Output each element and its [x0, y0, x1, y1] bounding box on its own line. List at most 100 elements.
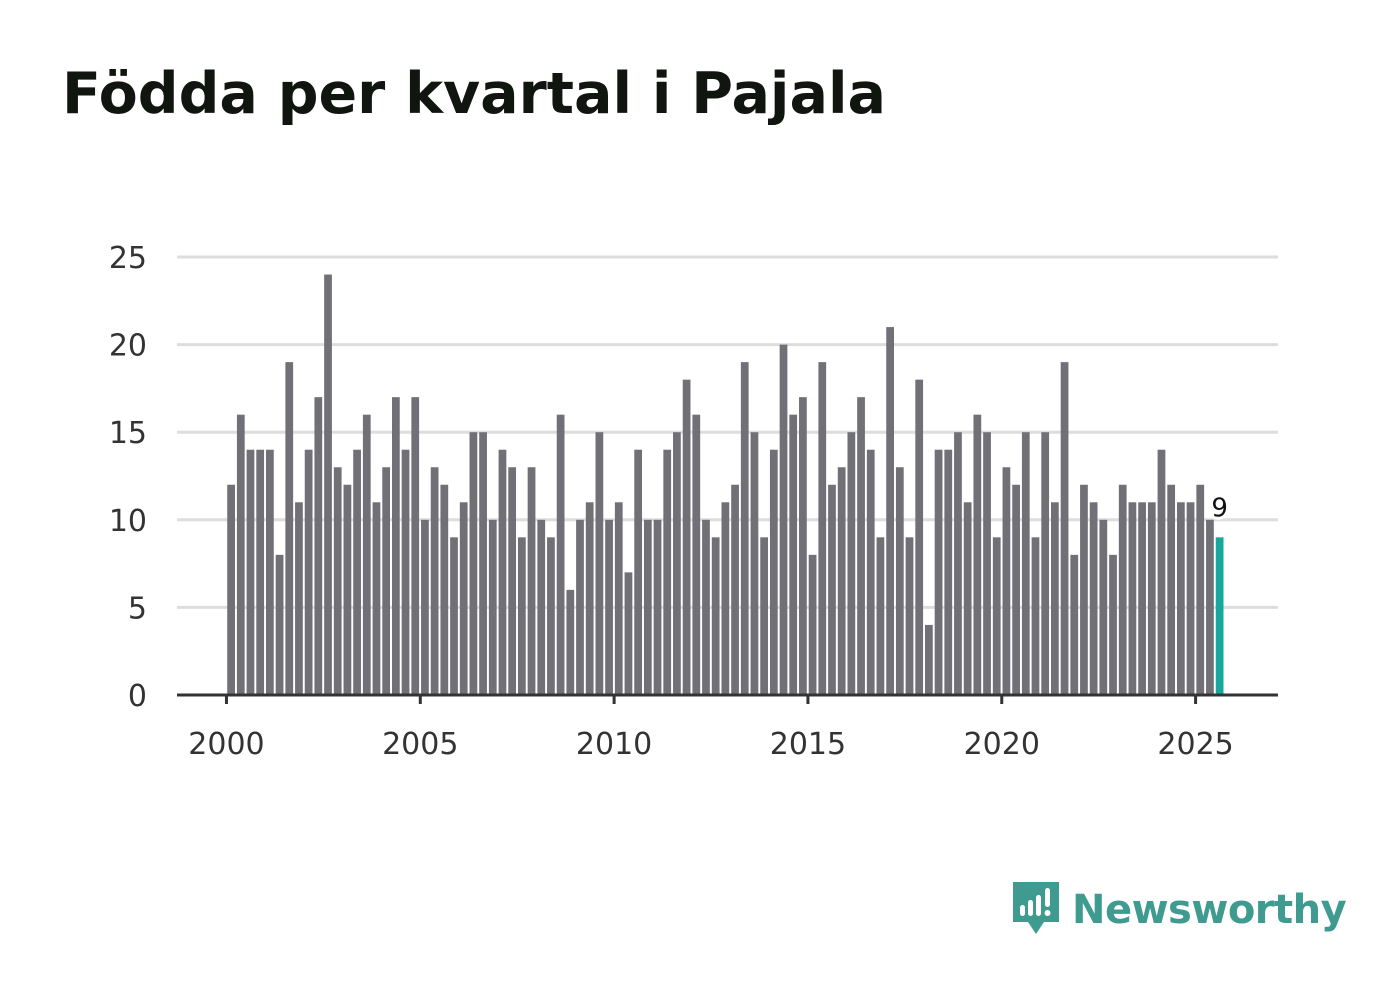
bar — [799, 397, 807, 695]
bar — [1186, 502, 1195, 695]
bar — [585, 502, 594, 695]
bar — [508, 467, 517, 695]
bar — [236, 414, 245, 695]
bar — [353, 449, 361, 695]
bar — [421, 519, 429, 695]
bar — [934, 449, 943, 695]
bar — [895, 467, 904, 695]
bar — [227, 484, 235, 695]
bar — [517, 537, 526, 695]
bar — [1070, 554, 1079, 695]
x-tick-label: 2025 — [1157, 727, 1233, 762]
y-tick-label: 15 — [109, 416, 147, 451]
bar — [828, 484, 836, 695]
bar — [711, 537, 720, 695]
bar — [324, 274, 332, 695]
bar — [1099, 519, 1108, 695]
bars — [227, 274, 1224, 695]
bar — [314, 397, 323, 695]
bar — [1138, 502, 1146, 695]
newsworthy-logo[interactable]: Newsworthy — [1010, 878, 1347, 942]
bar — [643, 519, 652, 695]
bar — [488, 519, 497, 695]
bar — [333, 467, 342, 695]
bar — [256, 449, 265, 695]
bar — [682, 379, 691, 695]
y-tick-label: 5 — [128, 591, 147, 626]
bar — [1060, 362, 1069, 695]
bar — [275, 554, 284, 695]
bar — [992, 537, 1001, 695]
bar — [663, 449, 672, 695]
x-tick-label: 2005 — [382, 727, 458, 762]
bar — [702, 519, 710, 695]
bar — [624, 572, 633, 695]
bar — [1176, 502, 1185, 695]
bar — [760, 537, 769, 695]
bar — [1080, 484, 1088, 695]
bar — [634, 449, 643, 695]
bar — [731, 484, 739, 695]
bar — [944, 449, 953, 695]
bar — [1167, 484, 1176, 695]
bar — [1147, 502, 1156, 695]
x-tick-label: 2020 — [964, 727, 1040, 762]
bar — [905, 537, 914, 695]
bar — [566, 589, 575, 695]
bar — [1021, 432, 1030, 695]
x-axis — [177, 693, 1278, 704]
y-tick-labels: 0 5 10 15 20 25 — [109, 241, 147, 714]
bar — [440, 484, 449, 695]
y-tick-label: 20 — [109, 329, 147, 364]
bar — [750, 432, 759, 695]
bar — [479, 432, 487, 695]
bar — [847, 432, 856, 695]
chart-title: Födda per kvartal i Pajala — [62, 61, 886, 127]
bar — [779, 344, 788, 695]
bar — [740, 362, 749, 695]
bar — [653, 519, 662, 695]
x-tick-label: 2015 — [770, 727, 846, 762]
bar — [721, 502, 730, 695]
bar — [876, 537, 885, 695]
bar — [285, 362, 294, 695]
bar — [1002, 467, 1011, 695]
bar — [401, 449, 410, 695]
bar — [391, 397, 400, 695]
bar — [343, 484, 352, 695]
bar — [1031, 537, 1040, 695]
bar — [1109, 554, 1117, 695]
bar — [556, 414, 565, 695]
bar — [963, 502, 972, 695]
bar — [450, 537, 458, 695]
y-tick-label: 0 — [128, 679, 147, 714]
x-tick-label: 2000 — [188, 727, 264, 762]
bar — [1041, 432, 1050, 695]
annotations: 9 — [1208, 490, 1231, 526]
bar — [547, 537, 555, 695]
bar — [459, 502, 468, 695]
bar — [304, 449, 313, 695]
bar — [469, 432, 478, 695]
y-tick-label: 25 — [109, 241, 147, 276]
x-tick-labels: 2000 2005 2010 2015 2020 2025 — [188, 727, 1233, 762]
bar — [498, 449, 507, 695]
bar — [857, 397, 865, 695]
bar — [1128, 502, 1137, 695]
y-tick-label: 10 — [109, 504, 147, 539]
bar — [789, 414, 798, 695]
bar — [866, 449, 875, 695]
bar — [954, 432, 962, 695]
bar — [372, 502, 381, 695]
newsworthy-logo-text: Newsworthy — [1072, 887, 1347, 933]
bar — [605, 519, 613, 695]
bar — [1157, 449, 1166, 695]
bar — [1012, 484, 1020, 695]
bar — [362, 414, 371, 695]
bar — [925, 624, 933, 695]
x-tick-label: 2010 — [576, 727, 652, 762]
bar — [837, 467, 846, 695]
bar — [1196, 484, 1205, 695]
bar — [692, 414, 701, 695]
